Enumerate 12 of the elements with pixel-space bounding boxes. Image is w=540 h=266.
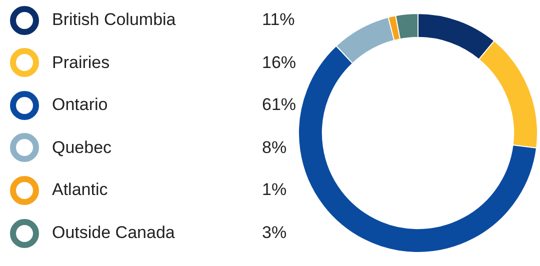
data-label: 16%: [262, 52, 296, 73]
data-label: 61%: [262, 95, 296, 116]
legend-label: Prairies: [52, 52, 111, 73]
legend-label: Quebec: [52, 138, 113, 158]
legend-label: Atlantic: [52, 180, 109, 200]
legend-label: British Columbia: [52, 10, 177, 30]
data-label: 3%: [262, 223, 287, 243]
data-label: 11%: [262, 10, 295, 30]
legend-label: Outside Canada: [52, 223, 176, 243]
data-label: 8%: [262, 138, 287, 158]
legend-label: Ontario: [52, 95, 109, 116]
data-label: 1%: [262, 180, 287, 200]
